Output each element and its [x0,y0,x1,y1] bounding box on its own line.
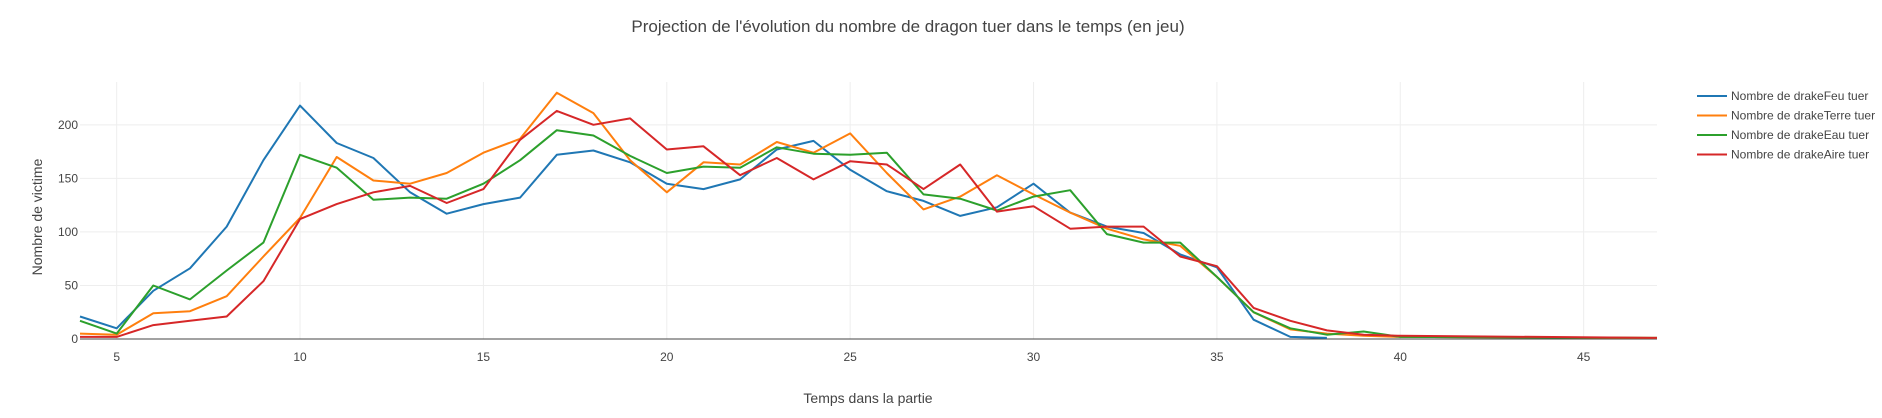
y-axis-title: Nombre de victime [29,158,45,275]
series-line-2 [79,91,1658,339]
series-line-3 [79,129,1658,339]
series-line-1 [79,104,1327,339]
x-axis-ticks: 5 10 15 20 25 30 35 40 45 [113,350,1590,364]
x-tick-label: 15 [477,350,491,364]
legend-label: Nombre de drakeEau tuer [1731,128,1869,142]
y-axis-ticks: 0 50 100 150 200 [58,118,78,346]
y-tick-label: 100 [58,225,78,239]
legend-item-3[interactable]: Nombre de drakeEau tuer [1697,128,1869,142]
legend-label: Nombre de drakeTerre tuer [1731,109,1875,123]
x-tick-label: 5 [113,350,120,364]
y-tick-label: 0 [71,332,78,346]
legend[interactable]: Nombre de drakeFeu tuer Nombre de drakeTe… [1697,89,1875,162]
gridlines [80,82,1657,339]
legend-label: Nombre de drakeAire tuer [1731,148,1869,162]
x-tick-label: 30 [1027,350,1041,364]
legend-item-1[interactable]: Nombre de drakeFeu tuer [1697,89,1868,103]
y-tick-label: 50 [65,278,79,292]
x-tick-label: 20 [660,350,674,364]
y-tick-label: 150 [58,171,78,185]
x-tick-label: 45 [1577,350,1591,364]
x-tick-label: 25 [843,350,857,364]
legend-label: Nombre de drakeFeu tuer [1731,89,1868,103]
legend-item-4[interactable]: Nombre de drakeAire tuer [1697,148,1869,162]
series-line-4 [80,109,1658,339]
series-lines [79,91,1658,339]
legend-item-2[interactable]: Nombre de drakeTerre tuer [1697,109,1875,123]
x-tick-label: 10 [293,350,307,364]
y-tick-label: 200 [58,118,78,132]
chart-title: Projection de l'évolution du nombre de d… [631,17,1184,36]
x-tick-label: 35 [1210,350,1224,364]
x-axis-title: Temps dans la partie [803,390,932,406]
x-tick-label: 40 [1394,350,1408,364]
